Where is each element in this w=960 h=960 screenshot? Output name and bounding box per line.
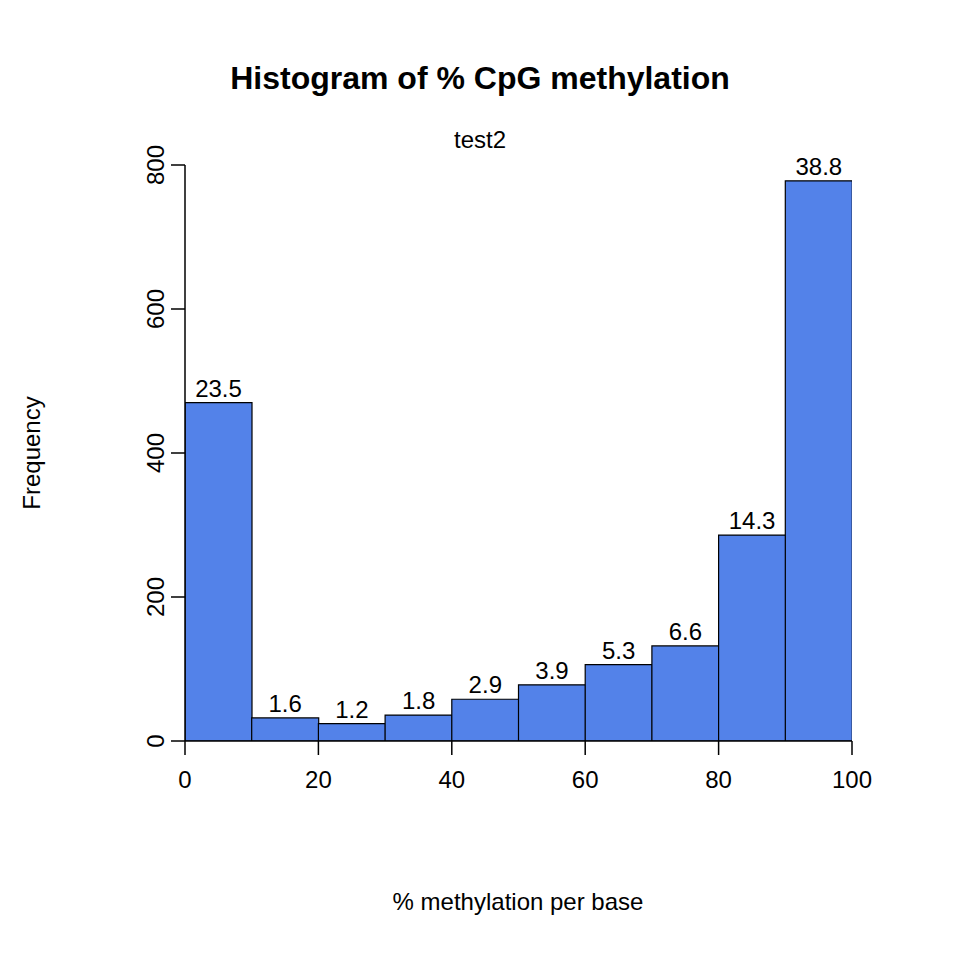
html-text:Histogram of % CpG methylation: Histogram of % CpG methylation bbox=[230, 60, 730, 96]
svg-text:0: 0 bbox=[178, 766, 191, 793]
svg-text:200: 200 bbox=[142, 577, 169, 617]
html-text:test2: test2 bbox=[454, 126, 506, 153]
svg-text:5.3: 5.3 bbox=[602, 637, 635, 664]
svg-text:1.6: 1.6 bbox=[269, 690, 302, 717]
svg-text:3.9: 3.9 bbox=[535, 657, 568, 684]
html-text:Frequency: Frequency bbox=[18, 396, 45, 510]
svg-text:14.3: 14.3 bbox=[729, 507, 776, 534]
html-text:% methylation per base: % methylation per base bbox=[392, 888, 644, 915]
svg-text:23.5: 23.5 bbox=[195, 375, 242, 402]
svg-text:40: 40 bbox=[438, 766, 465, 793]
svg-text:100: 100 bbox=[832, 766, 872, 793]
svg-text:1.8: 1.8 bbox=[402, 687, 435, 714]
svg-text:600: 600 bbox=[142, 289, 169, 329]
svg-text:38.8: 38.8 bbox=[795, 153, 842, 180]
svg-text:400: 400 bbox=[142, 433, 169, 473]
svg-text:60: 60 bbox=[572, 766, 599, 793]
svg-text:80: 80 bbox=[705, 766, 732, 793]
svg-text:800: 800 bbox=[142, 145, 169, 185]
svg-text:0: 0 bbox=[142, 734, 169, 747]
svg-text:2.9: 2.9 bbox=[469, 671, 502, 698]
svg-text:6.6: 6.6 bbox=[669, 618, 702, 645]
svg-text:1.2: 1.2 bbox=[335, 696, 368, 723]
svg-text:20: 20 bbox=[305, 766, 332, 793]
